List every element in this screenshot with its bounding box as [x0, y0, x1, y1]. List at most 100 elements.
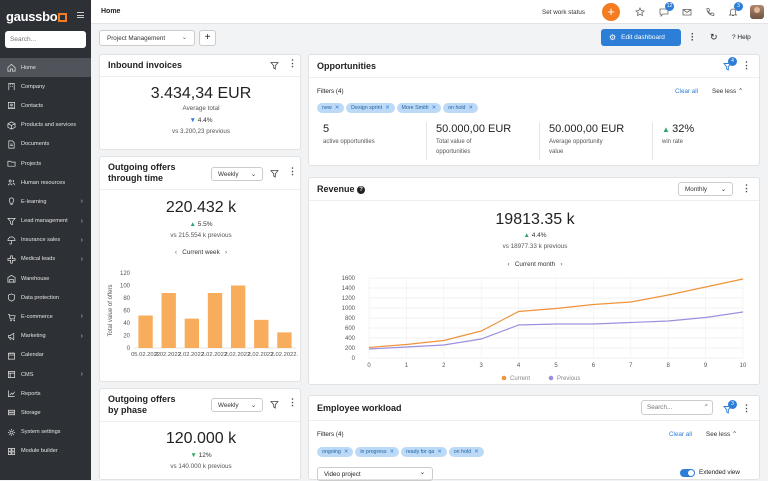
app-logo[interactable]: gaussbo [6, 9, 68, 24]
phone-icon[interactable] [704, 6, 715, 17]
chevron-left-icon[interactable]: ‹ [174, 249, 178, 256]
sidebar-item-contacts[interactable]: Contacts [0, 96, 91, 115]
x-tick-label: 2.02.2022. [224, 352, 252, 358]
close-icon[interactable]: ✕ [474, 449, 479, 455]
chevron-right-icon: › [80, 332, 83, 340]
close-icon[interactable]: ✕ [343, 449, 349, 455]
more-options-icon[interactable]: ⋮ [288, 58, 297, 68]
sidebar-item-lead-management[interactable]: Lead management › [0, 212, 91, 231]
sidebar-item-storage[interactable]: Storage [0, 403, 91, 422]
mail-icon[interactable] [681, 6, 692, 17]
sidebar-item-products-and-services[interactable]: Products and services [0, 116, 91, 135]
sidebar-item-label: Storage [21, 409, 41, 416]
edit-dashboard-label: Edit dashboard [621, 34, 665, 41]
chip-label: on hold [453, 449, 472, 455]
chevron-right-icon[interactable]: › [224, 249, 228, 256]
sidebar-search-input[interactable] [5, 31, 86, 48]
bar[interactable] [277, 332, 292, 348]
sidebar-item-insurance-sales[interactable]: Insurance sales › [0, 231, 91, 250]
set-work-status-button[interactable]: Set work status [542, 9, 586, 16]
bar[interactable] [161, 293, 176, 348]
filter-chip[interactable]: new ✕ [317, 103, 345, 113]
close-icon[interactable]: ✕ [468, 105, 473, 111]
chat-icon[interactable]: 12 [658, 2, 674, 17]
period-select[interactable]: Weekly ⌄ [211, 398, 263, 412]
edit-dashboard-button[interactable]: ⚙ Edit dashboard [601, 29, 681, 46]
sidebar-nav: Home Company Contacts Products and services… [0, 58, 91, 461]
more-options-icon[interactable]: ⋮ [288, 397, 297, 407]
filter-chip[interactable]: Design sprint ✕ [346, 103, 395, 113]
sidebar-item-system-settings[interactable]: System settings [0, 423, 91, 442]
sidebar-item-marketing[interactable]: Marketing › [0, 327, 91, 346]
close-icon[interactable]: ✕ [334, 105, 340, 111]
refresh-icon[interactable]: ↻ [710, 32, 718, 42]
bell-icon[interactable]: 3 [727, 2, 743, 17]
close-icon[interactable]: ✕ [431, 105, 437, 111]
sidebar-item-projects[interactable]: Projects [0, 154, 91, 173]
help-button[interactable]: ? Help [732, 34, 751, 41]
sidebar-item-reports[interactable]: Reports [0, 384, 91, 403]
info-icon[interactable]: ? [357, 186, 366, 194]
sidebar-item-human-resources[interactable]: Human resources [0, 173, 91, 192]
filter-icon[interactable] [270, 61, 279, 70]
sidebar-item-company[interactable]: Company [0, 77, 91, 96]
more-options-icon[interactable]: ⋮ [742, 60, 751, 70]
arrow-up-icon: ▲ [189, 221, 196, 228]
series-line-previous[interactable] [368, 311, 744, 350]
sidebar-item-calendar[interactable]: Calendar [0, 346, 91, 365]
card-title: Revenue ? [317, 184, 366, 195]
period-select[interactable]: Monthly ⌄ [678, 182, 733, 196]
close-icon[interactable]: ✕ [389, 449, 394, 455]
bar[interactable] [184, 318, 200, 348]
filter-chip[interactable]: on hold ✕ [443, 103, 478, 113]
sidebar-item-documents[interactable]: Documents [0, 135, 91, 154]
filter-chip[interactable]: ongoing ✕ [317, 447, 354, 457]
sidebar-item-module-builder[interactable]: Module builder [0, 442, 91, 461]
filter-chip[interactable]: More Smith ✕ [396, 103, 442, 113]
menu-toggle-icon[interactable] [77, 12, 84, 18]
close-icon[interactable]: ✕ [385, 105, 390, 111]
dashboard-select[interactable]: Project Management ⌄ [99, 30, 195, 46]
bar[interactable] [230, 285, 246, 349]
filter-chip[interactable]: in progress ✕ [355, 447, 399, 457]
add-dashboard-button[interactable]: + [199, 30, 216, 46]
page-title: Home [101, 8, 121, 15]
clear-all-link[interactable]: Clear all [675, 88, 699, 95]
sidebar-item-label: Contacts [21, 102, 44, 109]
close-icon[interactable]: ✕ [437, 449, 442, 455]
bar[interactable] [207, 293, 223, 348]
star-icon[interactable] [634, 6, 645, 17]
period-select[interactable]: Weekly ⌄ [211, 167, 263, 181]
sidebar-item-data-protection[interactable]: Data protection [0, 288, 91, 307]
clear-all-link[interactable]: Clear all [669, 431, 693, 438]
more-options-icon[interactable]: ⋮ [288, 166, 297, 176]
workload-search-input[interactable]: Search... ⌕ [641, 400, 713, 415]
bar[interactable] [254, 319, 269, 348]
sidebar-item-warehouse[interactable]: Warehouse [0, 269, 91, 288]
more-options-icon[interactable]: · · · [691, 29, 694, 45]
extended-view-toggle[interactable] [680, 469, 695, 477]
add-button[interactable]: + [602, 3, 620, 21]
more-options-icon[interactable]: ⋮ [742, 183, 751, 193]
project-select[interactable]: Video project ⌄ [317, 467, 433, 481]
filter-chip[interactable]: on hold ✕ [448, 447, 484, 457]
sidebar-item-medical-leads[interactable]: Medical leads › [0, 250, 91, 269]
series-line-current[interactable] [368, 278, 744, 349]
filter-icon[interactable] [270, 400, 279, 409]
sidebar-item-e-learning[interactable]: E-learning › [0, 192, 91, 211]
building-icon [7, 82, 16, 91]
sidebar-item-cms[interactable]: CMS › [0, 365, 91, 384]
filter-icon[interactable] [270, 169, 279, 178]
see-less-toggle[interactable]: See less ⌃ [712, 88, 743, 95]
revenue-card: Revenue ? Monthly ⌄ ⋮ 19813.35 k ▲ 4.4% … [308, 177, 760, 385]
see-less-toggle[interactable]: See less ⌃ [706, 431, 737, 438]
bar[interactable] [138, 315, 153, 349]
sidebar-item-e-commerce[interactable]: E-commerce › [0, 307, 91, 326]
filter-chip[interactable]: ready for qa ✕ [400, 447, 447, 457]
more-options-icon[interactable]: ⋮ [742, 403, 751, 413]
chevron-right-icon[interactable]: › [560, 261, 563, 268]
user-avatar[interactable] [750, 5, 764, 19]
chip-label: ongoing [322, 449, 341, 455]
chevron-left-icon[interactable]: ‹ [507, 261, 510, 268]
sidebar-item-home[interactable]: Home [0, 58, 91, 78]
